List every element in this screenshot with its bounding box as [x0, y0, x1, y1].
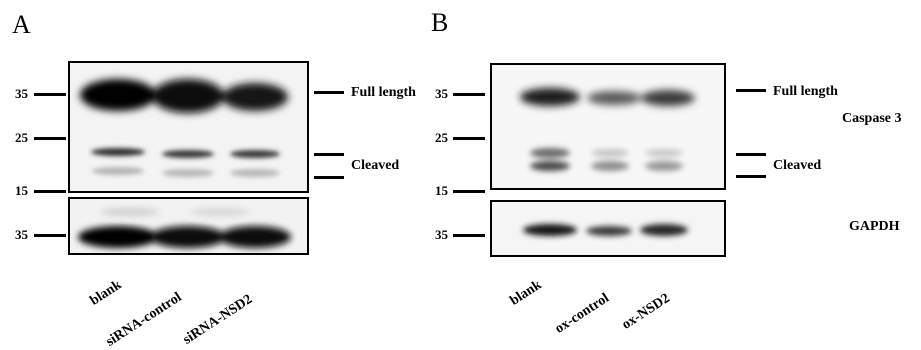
- panel-b-lane-label: ox-control: [552, 290, 612, 337]
- panel-b-marker-tick: [453, 190, 485, 193]
- panel-a-lane-label: blank: [87, 277, 125, 309]
- panel-a-lane-label: siRNA-NSD2: [180, 291, 256, 348]
- panel-b-marker-tick: [453, 93, 485, 96]
- panel-a-cleaved-tick-upper: [314, 153, 344, 156]
- panel-a-full-length-label: Full length: [351, 85, 416, 100]
- panel-a-letter: A: [12, 10, 31, 39]
- panel-a-cleaved-tick-lower: [314, 176, 344, 179]
- panel-a-marker-tick: [34, 234, 66, 237]
- panel-b-full-length-tick: [736, 89, 766, 92]
- panel-a-caspase3-blot: [68, 61, 309, 193]
- panel-b-cleaved-tick-upper: [736, 153, 766, 156]
- panel-a-marker-25: 25: [15, 130, 28, 145]
- panel-b-marker-15: 15: [435, 183, 448, 198]
- panel-a-marker-15: 15: [15, 183, 28, 198]
- gapdh-protein-label: GAPDH: [849, 219, 900, 234]
- panel-a-marker-tick: [34, 137, 66, 140]
- caspase3-protein-label: Caspase 3: [842, 111, 902, 126]
- panel-b-letter: B: [431, 8, 449, 37]
- panel-a-marker-35: 35: [15, 86, 28, 101]
- panel-b-marker-tick: [453, 137, 485, 140]
- panel-b-lane-label: blank: [507, 277, 545, 309]
- panel-b-marker-tick: [453, 234, 485, 237]
- panel-b-full-length-label: Full length: [773, 84, 838, 99]
- panel-a-marker-35-gapdh: 35: [15, 227, 28, 242]
- panel-b-marker-25: 25: [435, 130, 448, 145]
- panel-b-marker-35: 35: [435, 86, 448, 101]
- panel-b-caspase3-blot: [490, 63, 726, 190]
- panel-a-marker-tick: [34, 190, 66, 193]
- panel-a-cleaved-label: Cleaved: [351, 158, 400, 173]
- panel-b-gapdh-blot: [490, 200, 726, 257]
- panel-b-cleaved-label: Cleaved: [773, 158, 822, 173]
- panel-b-marker-35-gapdh: 35: [435, 227, 448, 242]
- panel-a-marker-tick: [34, 93, 66, 96]
- panel-b-lane-label: ox-NSD2: [619, 290, 673, 333]
- panel-b-cleaved-tick-lower: [736, 175, 766, 178]
- panel-a-gapdh-blot: [68, 197, 309, 255]
- panel-a-full-length-tick: [314, 91, 344, 94]
- panel-a-lane-label: siRNA-control: [103, 289, 185, 350]
